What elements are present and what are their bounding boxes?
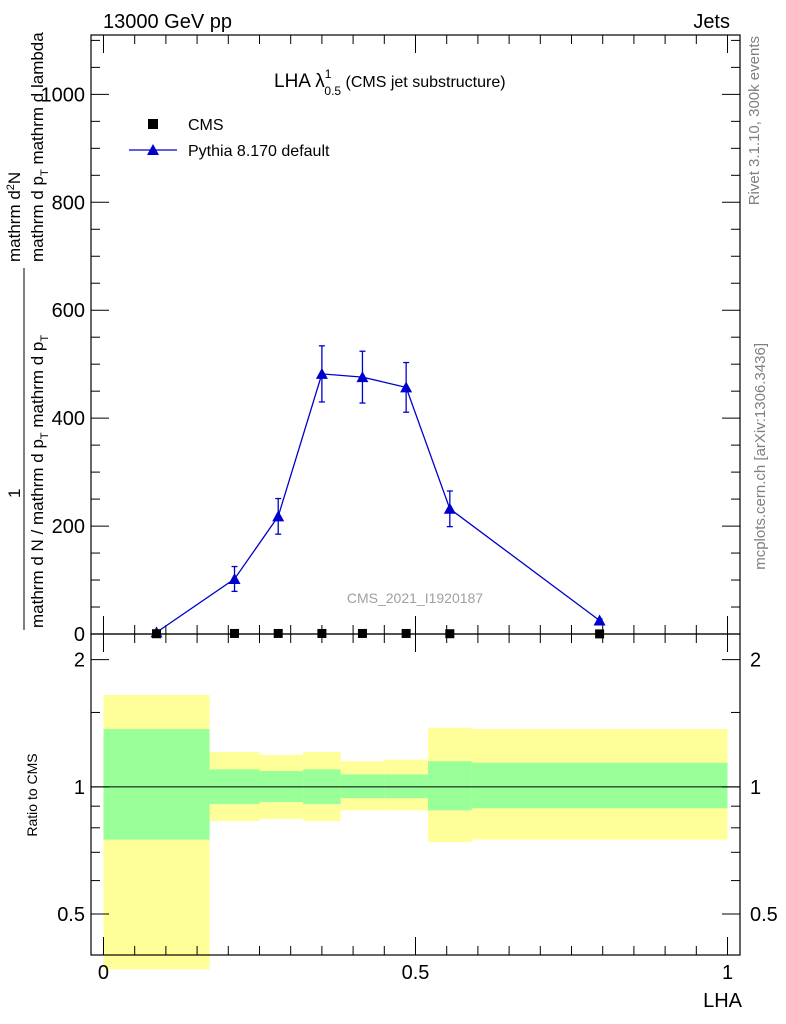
mcplots-label: mcplots.cern.ch [arXiv:1306.3436] — [752, 343, 769, 570]
y-label-denominator: mathrm d pT mathrm d lambda — [28, 32, 51, 262]
xtick-label: 1 — [722, 962, 733, 984]
main-ytick-label: 400 — [52, 408, 85, 430]
ratio-ytick-label: 1 — [74, 777, 85, 799]
main-ytick-label: 0 — [74, 624, 85, 646]
analysis-watermark: CMS_2021_I1920187 — [347, 590, 483, 606]
header-left: 13000 GeV pp — [103, 11, 232, 33]
cms-point — [445, 629, 455, 639]
xtick-label: 0.5 — [402, 962, 430, 984]
legend-label-pythia: Pythia 8.170 default — [188, 143, 330, 160]
pythia-point — [443, 502, 456, 514]
cms-point — [230, 628, 240, 638]
cms-point — [317, 628, 327, 638]
cms-point — [152, 629, 162, 639]
ratio-band-inner-0 — [103, 729, 210, 840]
y-label-prefix-denominator: mathrm d N / mathrm d pT mathrm d pT — [28, 335, 51, 628]
cms-point — [401, 628, 411, 638]
ratio-band-inner-6 — [427, 761, 472, 811]
ratio-ytick-label-right: 1 — [750, 777, 761, 799]
x-axis-label: LHA — [703, 990, 743, 1012]
pythia-point — [272, 510, 285, 522]
xtick-label: 0 — [98, 962, 109, 984]
pythia-point — [356, 371, 369, 383]
ratio-ytick-label: 2 — [74, 650, 85, 672]
main-ytick-label: 800 — [52, 192, 85, 214]
ratio-band-inner-7 — [471, 762, 728, 809]
ratio-ytick-label-right: 0.5 — [750, 904, 778, 926]
pythia-point — [228, 572, 241, 584]
rivet-label: Rivet 3.1.10, 300k events — [746, 36, 763, 205]
ratio-axis-label: Ratio to CMS — [24, 753, 40, 836]
ratio-ytick-label-right: 2 — [750, 650, 761, 672]
cms-point — [357, 628, 367, 638]
legend: CMS Pythia 8.170 default — [129, 117, 330, 160]
plot-title: LHA λ1 0.5 (CMS jet substructure) — [274, 67, 506, 98]
ratio-band-inner-5 — [384, 774, 428, 799]
y-label-prefix-numerator: 1 — [5, 489, 24, 498]
y-label-numerator: mathrm d2N — [5, 172, 24, 262]
legend-label-cms: CMS — [188, 117, 224, 134]
cms-point — [273, 628, 283, 638]
ratio-band-inner-4 — [340, 774, 385, 799]
main-ytick-label: 1000 — [41, 84, 86, 106]
pythia-point — [400, 381, 413, 393]
cms-point — [595, 629, 605, 639]
y-axis-label: mathrm d2N mathrm d pT mathrm d lambda 1… — [5, 32, 51, 630]
header-right: Jets — [693, 11, 730, 33]
pythia-point — [593, 614, 606, 626]
legend-marker-cms — [148, 119, 158, 129]
legend-marker-pythia — [147, 144, 159, 155]
pythia-line — [156, 373, 600, 633]
ratio-ytick-label: 0.5 — [57, 904, 85, 926]
main-ytick-label: 200 — [52, 516, 85, 538]
main-ytick-label: 600 — [52, 300, 85, 322]
pythia-point — [315, 367, 328, 379]
